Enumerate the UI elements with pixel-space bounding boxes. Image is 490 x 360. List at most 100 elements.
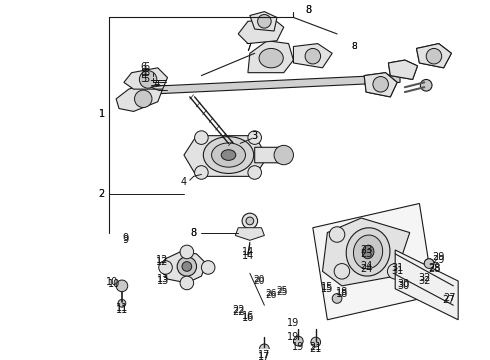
Circle shape	[195, 131, 208, 144]
Circle shape	[294, 336, 303, 346]
Text: 4: 4	[181, 177, 187, 187]
Ellipse shape	[212, 143, 245, 167]
Polygon shape	[124, 68, 168, 89]
Text: 1: 1	[98, 109, 105, 120]
Polygon shape	[132, 75, 400, 95]
Circle shape	[242, 213, 258, 229]
Text: 15: 15	[321, 282, 334, 292]
Text: 15: 15	[321, 284, 334, 294]
Ellipse shape	[362, 245, 374, 259]
Polygon shape	[238, 19, 284, 44]
Text: 16: 16	[242, 313, 254, 323]
Polygon shape	[294, 44, 332, 68]
Circle shape	[388, 264, 403, 279]
Text: 3: 3	[252, 131, 258, 141]
Text: 26: 26	[266, 289, 277, 298]
Polygon shape	[364, 73, 397, 97]
Text: 17: 17	[258, 350, 270, 360]
Text: 20: 20	[254, 276, 265, 285]
Circle shape	[311, 337, 320, 347]
Text: 12: 12	[156, 257, 169, 267]
Circle shape	[426, 49, 441, 64]
Text: 25: 25	[276, 286, 288, 295]
Text: 8: 8	[305, 5, 311, 15]
Text: 11: 11	[116, 303, 128, 313]
Text: 9: 9	[123, 235, 129, 245]
Polygon shape	[416, 44, 451, 68]
Circle shape	[424, 259, 434, 269]
Text: 27: 27	[442, 296, 455, 305]
Text: 20: 20	[254, 275, 265, 284]
Text: 30: 30	[397, 279, 409, 289]
Circle shape	[373, 77, 389, 92]
Circle shape	[135, 90, 152, 108]
Circle shape	[248, 166, 262, 179]
Polygon shape	[364, 73, 397, 97]
Polygon shape	[389, 60, 417, 80]
Circle shape	[195, 166, 208, 179]
Text: 26: 26	[266, 291, 277, 300]
Text: 27: 27	[443, 293, 456, 303]
Circle shape	[334, 264, 350, 279]
Polygon shape	[395, 250, 458, 320]
Text: 18: 18	[336, 289, 348, 298]
Text: 23: 23	[360, 249, 372, 259]
Text: 22: 22	[232, 307, 245, 317]
Circle shape	[332, 294, 342, 303]
Circle shape	[420, 80, 432, 91]
Circle shape	[223, 138, 239, 153]
Circle shape	[118, 300, 126, 307]
Polygon shape	[255, 147, 289, 163]
Text: 32: 32	[418, 273, 430, 283]
Text: 24: 24	[360, 261, 372, 270]
Text: 8: 8	[191, 228, 196, 238]
Circle shape	[180, 276, 194, 290]
Text: 24: 24	[360, 264, 372, 274]
Text: 10: 10	[108, 279, 121, 289]
Text: 5: 5	[143, 75, 149, 85]
Text: 30: 30	[397, 281, 409, 291]
Text: 14: 14	[242, 251, 254, 261]
Circle shape	[159, 261, 172, 274]
Text: 19: 19	[287, 318, 299, 328]
Text: 28: 28	[428, 264, 440, 274]
Ellipse shape	[259, 49, 283, 68]
Ellipse shape	[221, 150, 236, 160]
Circle shape	[260, 344, 269, 354]
Text: 3: 3	[252, 131, 258, 141]
Polygon shape	[250, 12, 277, 31]
Polygon shape	[184, 136, 267, 176]
Text: 17: 17	[258, 352, 270, 360]
Ellipse shape	[346, 228, 390, 276]
Circle shape	[177, 257, 196, 276]
Polygon shape	[235, 228, 265, 240]
Text: 13: 13	[156, 276, 169, 286]
Text: 6: 6	[143, 62, 149, 72]
Text: 13: 13	[156, 274, 169, 284]
Circle shape	[248, 131, 262, 144]
Text: 1: 1	[98, 109, 105, 120]
Text: 29: 29	[433, 255, 445, 265]
Text: 11: 11	[116, 305, 128, 315]
Text: 23: 23	[360, 245, 372, 255]
Text: 8: 8	[191, 228, 196, 238]
Text: 8: 8	[352, 42, 357, 51]
Text: 19: 19	[292, 342, 304, 352]
Circle shape	[329, 227, 345, 242]
Text: 8: 8	[305, 5, 311, 15]
Text: 8: 8	[140, 68, 147, 78]
Circle shape	[116, 280, 128, 292]
Circle shape	[274, 145, 294, 165]
Text: 22: 22	[232, 305, 245, 315]
Circle shape	[182, 262, 192, 271]
Text: 8: 8	[352, 42, 357, 51]
Polygon shape	[116, 82, 163, 112]
Text: 25: 25	[276, 288, 288, 297]
Polygon shape	[313, 203, 434, 320]
Circle shape	[180, 245, 194, 259]
Text: 16: 16	[242, 311, 254, 321]
Text: 28: 28	[428, 264, 440, 273]
Text: 7: 7	[245, 44, 251, 53]
Circle shape	[305, 49, 320, 64]
Circle shape	[246, 217, 254, 225]
